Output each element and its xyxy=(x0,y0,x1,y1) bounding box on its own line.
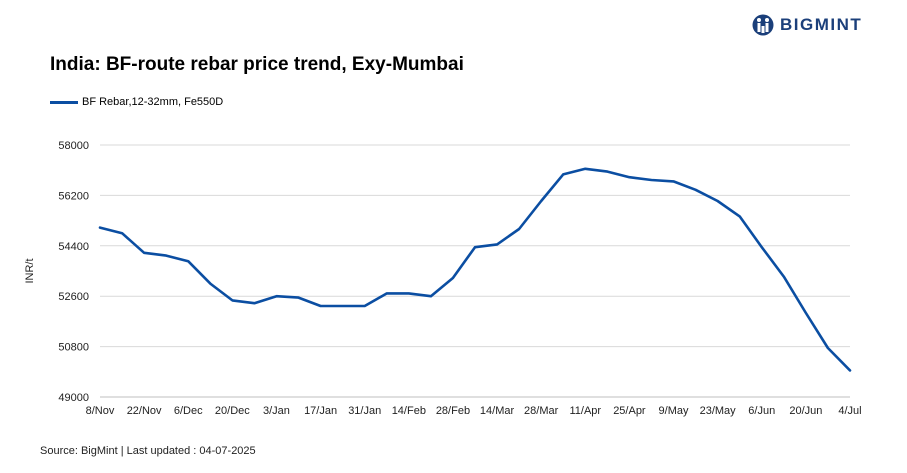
x-tick-label: 9/May xyxy=(659,405,689,417)
y-tick-label: 58000 xyxy=(58,140,89,152)
x-tick-label: 14/Feb xyxy=(392,405,426,417)
x-tick-label: 31/Jan xyxy=(348,405,381,417)
y-tick-label: 56200 xyxy=(58,190,89,202)
gridlines xyxy=(100,144,850,398)
y-tick-label: 52600 xyxy=(58,291,89,303)
chart-legend: BF Rebar,12-32mm, Fe550D xyxy=(50,96,223,108)
x-axis-ticks: 8/Nov 22/Nov 6/Dec 20/Dec 3/Jan 17/Jan 31/Jan 1… xyxy=(86,405,862,417)
y-tick-label: 50800 xyxy=(58,342,89,354)
y-tick-label: 49000 xyxy=(58,392,89,404)
x-tick-label: 28/Feb xyxy=(436,405,470,417)
y-tick-label: 54400 xyxy=(58,241,89,253)
source-note: Source: BigMint | Last updated : 04-07-2… xyxy=(40,445,256,457)
x-tick-label: 6/Jun xyxy=(748,405,775,417)
brand-name: BIGMINT xyxy=(780,15,863,34)
x-tick-label: 14/Mar xyxy=(480,405,515,417)
x-tick-label: 3/Jan xyxy=(263,405,290,417)
x-tick-label: 4/Jul xyxy=(838,405,861,417)
x-tick-label: 25/Apr xyxy=(613,405,646,417)
x-tick-label: 11/Apr xyxy=(569,405,601,417)
legend-swatch xyxy=(50,100,78,104)
x-tick-label: 8/Nov xyxy=(86,405,115,417)
brand-logo: BIGMINT xyxy=(752,12,862,38)
y-axis-label: INR/t xyxy=(24,258,36,283)
bigmint-logo-icon xyxy=(752,14,774,36)
x-tick-label: 20/Dec xyxy=(215,405,250,417)
x-tick-label: 20/Jun xyxy=(789,405,822,417)
series-line xyxy=(98,167,852,372)
y-axis-ticks: 49000 50800 52600 54400 56200 58000 xyxy=(58,140,89,404)
x-tick-label: 17/Jan xyxy=(304,405,337,417)
x-tick-label: 28/Mar xyxy=(524,405,559,417)
x-tick-label: 22/Nov xyxy=(127,405,162,417)
x-tick-label: 23/May xyxy=(700,405,737,417)
x-tick-label: 6/Dec xyxy=(174,405,203,417)
chart-title: India: BF-route rebar price trend, Exy-M… xyxy=(50,54,464,75)
series-layer xyxy=(98,167,852,372)
legend-label: BF Rebar,12-32mm, Fe550D xyxy=(82,96,224,108)
